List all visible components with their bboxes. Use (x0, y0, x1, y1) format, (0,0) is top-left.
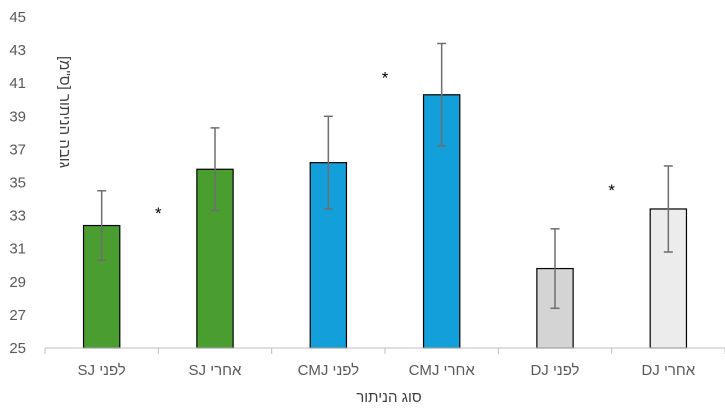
significance-star: * (608, 181, 615, 200)
y-axis-title: גובה הניתור [ס"מ] (56, 56, 73, 168)
y-tick-label: 45 (9, 9, 26, 26)
error-bar (210, 127, 220, 212)
error-bar (437, 42, 447, 147)
y-tick-label: 41 (9, 75, 26, 92)
bars (82, 94, 688, 349)
y-tick-label: 43 (9, 42, 26, 59)
significance-star: * (382, 68, 389, 87)
error-bars (97, 42, 673, 310)
y-tick-label: 27 (9, 307, 26, 324)
y-tick-label: 29 (9, 274, 26, 291)
significance-star: * (155, 204, 162, 223)
x-tick-label: לפני SJ (78, 362, 126, 379)
x-axis-ticks: לפני SJ אחרי SJ לפני CMJ אחרי CMJ לפני DJ אחר… (44, 348, 725, 379)
y-tick-label: 39 (9, 108, 26, 125)
y-tick-label: 25 (9, 340, 26, 357)
x-axis-title: סוג הניתור (356, 389, 422, 406)
error-bar (663, 165, 673, 253)
y-tick-label: 37 (9, 141, 26, 158)
x-tick-label: אחרי CMJ (409, 362, 476, 379)
x-tick-label: לפני CMJ (298, 362, 360, 379)
error-bar (323, 115, 333, 210)
bar (422, 94, 461, 349)
y-tick-label: 31 (9, 241, 26, 258)
x-tick-label: אחרי DJ (641, 362, 695, 379)
x-tick-label: לפני DJ (530, 362, 579, 379)
y-tick-label: 33 (9, 208, 26, 225)
error-bar (97, 190, 107, 262)
y-axis-ticks: 25 27 29 31 33 35 37 39 41 43 45 (9, 9, 26, 357)
y-tick-label: 35 (9, 175, 26, 192)
error-bar (550, 228, 560, 310)
significance-annotations: * * * (155, 68, 615, 223)
x-tick-label: אחרי SJ (189, 362, 242, 379)
